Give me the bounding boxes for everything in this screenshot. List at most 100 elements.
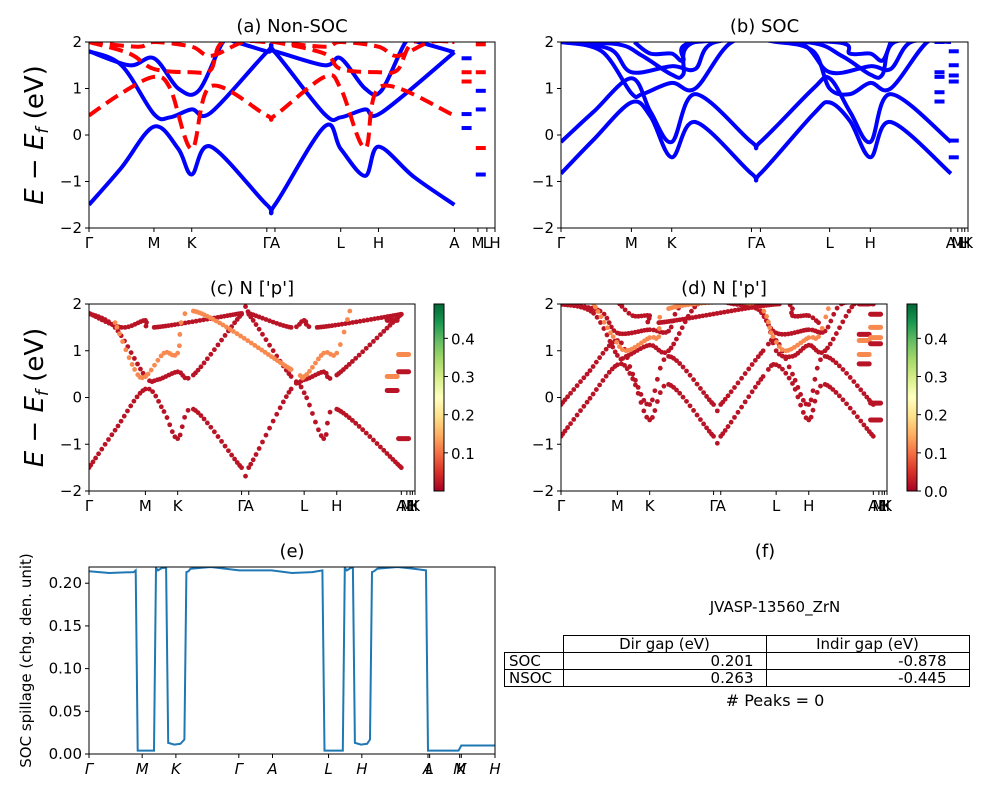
band-point — [114, 324, 120, 330]
y-axis-label: E − Ef (eV) — [20, 65, 53, 205]
colorbar-tick-label: 0.3 — [451, 369, 475, 387]
band-point — [145, 371, 151, 377]
x-tick-label-Γ: Γ — [557, 234, 566, 252]
band-point — [603, 373, 609, 379]
band-point — [776, 363, 782, 369]
band-point — [765, 341, 771, 347]
band-point — [684, 368, 689, 374]
band-point — [313, 419, 318, 425]
band-point — [229, 452, 235, 458]
band-point — [263, 337, 269, 343]
band-point — [818, 383, 823, 389]
band-point — [854, 383, 860, 389]
band-point — [306, 324, 312, 330]
band-point — [638, 392, 644, 397]
band-point — [99, 446, 105, 452]
band-point — [593, 359, 599, 365]
band-point — [806, 335, 812, 341]
x-tick-label-Γ: Γ — [263, 234, 272, 252]
panel-title: (a) Non-SOC — [236, 16, 347, 37]
plot-area — [89, 42, 486, 216]
band-point — [109, 432, 115, 438]
band-point — [816, 334, 821, 340]
band-point — [746, 366, 752, 372]
band-point — [129, 362, 135, 367]
band-point — [731, 299, 736, 304]
band-point — [277, 405, 283, 411]
y-tick-label: 0 — [544, 389, 554, 407]
x-tick-label-M: M — [951, 234, 964, 252]
band-point — [102, 441, 108, 447]
band-point — [650, 397, 655, 403]
band-point — [215, 342, 221, 348]
band-point — [288, 374, 294, 379]
y-tick-label: 0.05 — [49, 702, 82, 720]
band-point — [808, 414, 814, 420]
band-point — [176, 343, 182, 349]
band-point — [617, 344, 622, 350]
band-point — [694, 412, 700, 418]
band-point — [806, 313, 812, 319]
band-point — [656, 326, 662, 331]
band-point — [819, 325, 825, 331]
band-point — [687, 372, 693, 378]
x-tick-label-Γ: Γ — [557, 497, 566, 515]
band-point — [161, 409, 167, 414]
band-point — [307, 402, 312, 408]
y-axis-label-part: − — [20, 413, 50, 451]
band-point — [227, 326, 233, 332]
band-point — [843, 313, 849, 319]
band-point — [600, 378, 606, 383]
band-point — [574, 383, 580, 389]
band-point — [371, 437, 376, 443]
band-point — [840, 319, 846, 325]
band-point — [131, 398, 137, 404]
band-point — [714, 408, 720, 414]
band-point — [321, 436, 327, 442]
band-point — [143, 323, 149, 329]
band-point — [604, 315, 610, 321]
band-point — [374, 335, 380, 341]
band-point — [185, 375, 191, 381]
x-tick-label-L: L — [324, 760, 332, 778]
band-point — [584, 371, 590, 377]
band-point — [780, 366, 785, 372]
y-tick-label: 2 — [544, 33, 554, 51]
band-point — [672, 311, 678, 317]
band-point — [830, 357, 836, 363]
band-point — [684, 398, 689, 404]
band-point — [739, 404, 744, 410]
band-point — [668, 345, 674, 351]
band-point — [714, 310, 720, 316]
band-point — [645, 319, 651, 325]
band-point — [825, 324, 831, 330]
band-point — [384, 451, 390, 456]
band-point — [692, 304, 698, 307]
band-point — [840, 397, 846, 403]
x-tick-label-M: M — [139, 497, 152, 515]
y-tick-label: 0.10 — [49, 660, 82, 678]
band-point — [304, 395, 310, 401]
band-point — [398, 311, 404, 317]
band-point — [707, 312, 713, 318]
band-point — [614, 353, 620, 358]
y-tick-label: 0.15 — [49, 617, 82, 635]
band-point — [283, 394, 289, 400]
band-point — [755, 354, 761, 360]
band-point — [836, 363, 842, 369]
x-tick-label-M: M — [136, 760, 149, 778]
x-tick-label-A: A — [716, 497, 727, 515]
band-point — [568, 390, 573, 396]
band-point — [115, 423, 121, 429]
band-point — [337, 342, 343, 347]
band-point — [164, 415, 170, 420]
band-point — [346, 415, 352, 421]
y-tick-label: −1 — [532, 173, 554, 191]
band-point — [742, 371, 748, 376]
band-point — [761, 308, 767, 314]
band-point — [610, 334, 616, 340]
band-point — [858, 418, 864, 424]
band-point — [605, 325, 610, 331]
band-point — [680, 394, 686, 400]
band-point — [702, 304, 708, 306]
